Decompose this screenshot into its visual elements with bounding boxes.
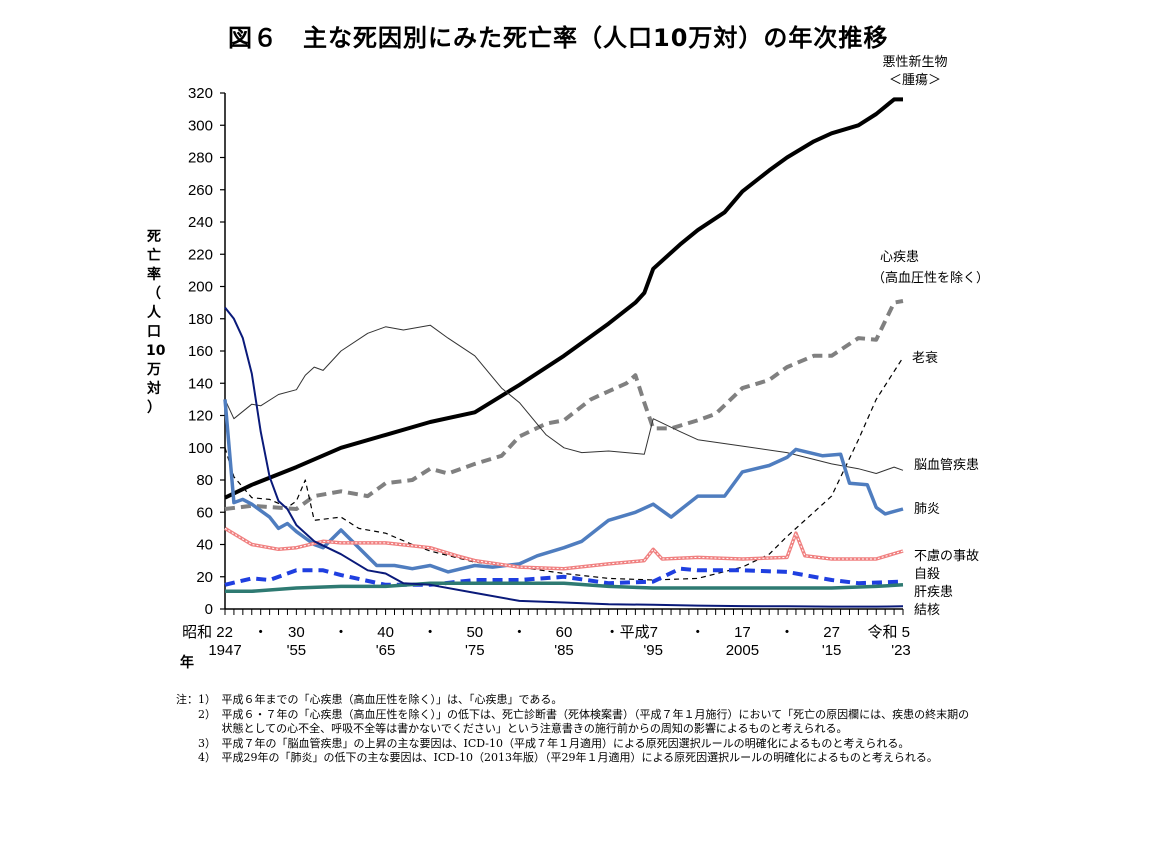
footnote: 注：1） 平成６年までの「心疾患（高血圧性を除く）」は、「心疾患」である。 [176,693,976,708]
x-tick-label-era: 40 [377,624,394,641]
series-label: 悪性新生物 [882,54,947,70]
series-label: 結核 [914,603,940,618]
y-tick-label: 80 [196,472,213,489]
series-label: 老衰 [912,350,938,366]
series-label: 心疾患 [880,250,919,265]
y-tick-label: 20 [196,569,213,586]
series-label: 肝疾患 [914,585,953,600]
series-line [225,581,904,594]
y-axis-label: 死亡率 （ 人口 10 万対 ） [146,228,166,418]
y-axis-label-char: 死 [147,229,161,245]
y-tick-label: 220 [188,246,213,263]
series-layer [223,97,904,608]
series-8 [224,306,904,608]
y-tick-label: 260 [188,182,213,199]
series-line [223,399,904,574]
series-line [224,306,904,608]
series-3 [224,324,904,474]
footnote-text: 平成６・７年の「心疾患（高血圧性を除く）」の低下は、死亡診断書（死体検案書）（平… [221,707,970,736]
x-tick-label-era: 昭和 22 [182,624,233,641]
x-tick-label-era: ・ [253,624,268,641]
footnotes: 注：1） 平成６年までの「心疾患（高血圧性を除く）」は、「心疾患」である。 2）… [176,693,976,766]
y-axis-label-char: 万 [147,362,161,378]
x-tick-label-year: '85 [554,642,574,659]
x-axis-unit-label: 年 [180,655,194,671]
footnote: 3） 平成７年の「脳血管疾患」の上昇の主な要因は、ICD-10（平成７年１月適用… [176,737,976,752]
x-tick-label-era: 27 [823,624,840,641]
y-tick-label: 120 [188,408,213,425]
series-4 [223,399,904,574]
x-tick-label-year: '15 [822,642,842,659]
x-tick-label-era: ・平成7 [605,624,658,641]
series-line [224,97,903,500]
y-tick-label: 60 [196,504,213,521]
y-axis-label-char: 対 [147,381,161,397]
footnote-number: 4） [176,751,222,764]
x-tick-label-year: '65 [376,642,396,659]
x-tick-label-era: 60 [556,624,573,641]
series-label: 脳血管疾患 [914,458,979,473]
y-tick-label: 200 [188,279,213,296]
x-tick-label-era: ・ [780,624,795,641]
x-tick-label-year: 1947 [208,642,241,659]
y-tick-label: 40 [196,537,213,554]
axes: 0 20 40 60 80 100 120 140 160 180 200 220 240 260 280 3… [182,85,911,659]
series-line-inner [224,527,904,570]
series-label: 自殺 [914,567,940,582]
series-line [224,566,904,587]
footnote-text: 平成７年の「脳血管疾患」の上昇の主な要因は、ICD-10（平成７年１月適用）によ… [221,736,910,750]
series-6 [224,566,904,587]
y-tick-label: 300 [188,117,213,134]
y-tick-label: 180 [188,311,213,328]
y-tick-label: 140 [188,375,213,392]
series-label: ＜腫瘍＞ [889,72,941,88]
series-line [224,299,904,511]
y-axis-label-char: ） [147,400,161,416]
line-chart: 0 20 40 60 80 100 120 140 160 180 200 220 240 260 280 3… [182,54,989,659]
footnote-number: 注：1） [176,693,222,706]
x-tick-label-era: 17 [734,624,751,641]
y-tick-label: 100 [188,440,213,457]
x-tick-label-era: ・ [690,624,705,641]
y-tick-label: 240 [188,214,213,231]
x-tick-label-year: 2005 [726,642,759,659]
x-tick-label-year: '23 [891,642,911,659]
footnote-number: 2） [176,707,222,721]
x-tick-label-era: ・ [423,624,438,641]
x-tick-label-era: 令和 5 [867,624,910,641]
x-tick-label-era: 30 [288,624,305,641]
series-7 [224,581,904,594]
x-tick-label-era: ・ [512,624,527,641]
chart-title: 図６ 主な死因別にみた死亡率（人口10万対）の年次推移 [228,24,889,52]
y-axis-label-char: （ [147,286,161,302]
series-line [224,357,904,581]
footnote-text: 平成29年の「肺炎」の低下の主な要因は、ICD-10（2013年版）（平29年１… [221,751,938,764]
x-tick-label-year: '75 [465,642,485,659]
footnote: 4） 平成29年の「肺炎」の低下の主な要因は、ICD-10（2013年版）（平2… [176,751,976,766]
y-tick-label: 320 [188,85,213,102]
x-tick-label-year: '55 [287,642,307,659]
footnote: 2） 平成６・７年の「心疾患（高血圧性を除く）」の低下は、死亡診断書（死体検案書… [176,708,976,737]
series-labels: 悪性新生物 ＜腫瘍＞ 心疾患 （高血圧性を除く） 老衰脳血管疾患肺炎不慮の事故自殺肝疾患… [872,54,989,618]
series-label: 肺炎 [914,502,940,517]
series-1 [224,299,904,511]
x-tick-label-era: ・ [333,624,348,641]
x-tick-label-year: '95 [643,642,663,659]
series-0 [224,97,904,500]
y-axis-label-char: 10 [146,343,166,359]
footnote-text: 平成６年までの「心疾患（高血圧性を除く）」は、「心疾患」である。 [221,693,563,706]
y-tick-label: 280 [188,150,213,167]
y-axis-label-char: 亡 [147,248,161,264]
y-axis-label-char: 人 [147,305,161,321]
x-tick-label-era: 50 [466,624,483,641]
series-label: （高血圧性を除く） [872,270,989,286]
y-axis-label-char: 口 [147,324,161,340]
y-axis-label-char: 率 [147,267,161,283]
series-label: 不慮の事故 [914,549,979,564]
y-tick-label: 160 [188,343,213,360]
footnote-number: 3） [176,736,222,750]
y-tick-label: 0 [205,601,213,618]
